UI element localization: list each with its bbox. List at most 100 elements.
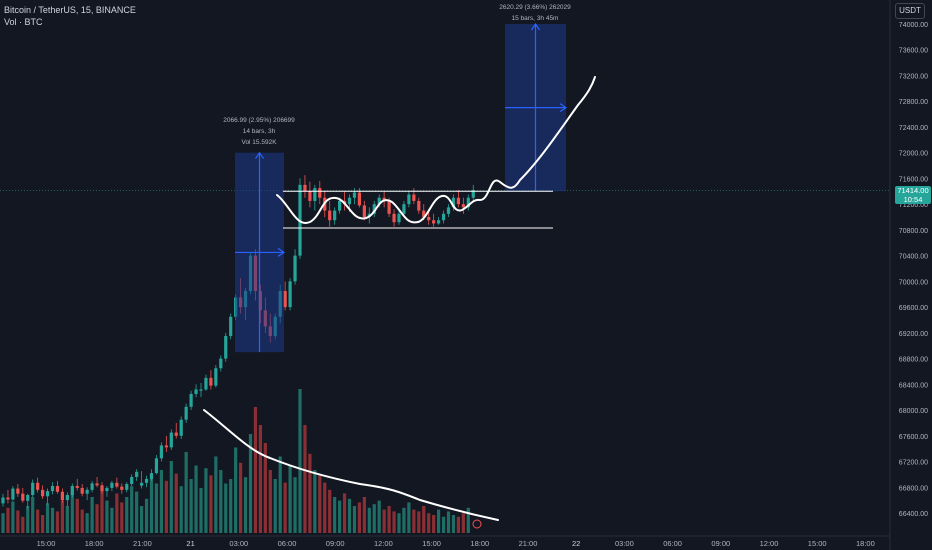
candle-body [159, 445, 163, 459]
candle-body [154, 458, 159, 474]
time-tick-label: 18:00 [856, 539, 875, 548]
time-tick-label: 12:00 [760, 539, 779, 548]
candle-body [115, 482, 119, 487]
candle-body [130, 476, 134, 485]
volume-bar [357, 502, 361, 533]
time-tick-label: 18:00 [470, 539, 489, 548]
volume-bar [263, 443, 267, 533]
volume-bar [70, 492, 74, 533]
volume-bar [328, 489, 332, 533]
volume-bar [422, 506, 426, 533]
volume-bar [288, 465, 292, 533]
volume-bar [130, 486, 134, 533]
candle-body [204, 377, 208, 390]
price-tick-label: 69600.00 [899, 305, 928, 312]
candle-body [387, 200, 391, 214]
volume-bar [461, 513, 465, 533]
volume-bar [75, 498, 79, 533]
volume-bar [387, 506, 391, 533]
candle-body [26, 494, 30, 501]
volume-bar [342, 493, 347, 533]
volume-bar [199, 488, 203, 533]
candle-body [174, 432, 178, 436]
candle-body [41, 489, 45, 497]
volume-bar [100, 489, 104, 533]
volume-bar [382, 509, 386, 533]
volume-bar [402, 507, 406, 533]
price-tick-label: 68400.00 [899, 382, 928, 389]
volume-bar [149, 477, 154, 533]
candle-body [466, 197, 470, 208]
price-tick-label: 70400.00 [899, 254, 928, 261]
volume-bar [16, 510, 20, 533]
price-tick-label: 69200.00 [899, 331, 928, 338]
volume-bar [1, 513, 5, 533]
volume-bar [323, 482, 327, 533]
volume-bar [110, 507, 114, 533]
right-measure-label: 15 bars, 3h 45m [512, 15, 559, 22]
price-tick-label: 68800.00 [899, 357, 928, 364]
volume-bar [441, 516, 446, 533]
volume-bar [372, 504, 376, 533]
volume-bar [184, 452, 188, 533]
candle-body [179, 419, 183, 436]
candle-body [199, 389, 203, 391]
volume-bar [407, 502, 411, 533]
candle-body [194, 389, 198, 394]
volume-bar [239, 462, 243, 533]
candle-body [75, 485, 79, 488]
candle-body [293, 255, 297, 282]
currency-button[interactable]: USDT [895, 3, 925, 19]
volume-bar [412, 509, 416, 533]
volume-bar [451, 515, 456, 533]
candle-body [55, 485, 60, 492]
candle-body [357, 192, 361, 206]
volume-label[interactable]: Vol · BTC [4, 17, 43, 27]
left-measure-label: 14 bars, 3h [243, 128, 276, 135]
volume-bar [164, 480, 168, 533]
candle-body [288, 281, 292, 308]
candle-body [377, 197, 381, 205]
time-tick-label: 15:00 [422, 539, 441, 548]
candle-body [110, 482, 114, 488]
volume-bar [115, 493, 119, 533]
left-measure-box-arrow-head-up [255, 151, 264, 160]
volume-bar [179, 486, 183, 533]
volume-bar [308, 453, 312, 533]
candle-body [50, 485, 55, 492]
volume-bar [347, 498, 352, 533]
time-tick-label: 15:00 [808, 539, 827, 548]
volume-bar [135, 491, 139, 533]
candle-body [90, 483, 94, 490]
volume-bar [248, 434, 253, 533]
volume-bar [362, 497, 366, 533]
volume-bar [41, 515, 45, 533]
candle-body [446, 207, 451, 214]
symbol-label[interactable]: Bitcoin / TetherUS, 15, BINANCE [4, 5, 136, 15]
alert-icon [472, 519, 482, 529]
price-tick-label: 72800.00 [899, 99, 928, 106]
price-tick-label: 71600.00 [899, 176, 928, 183]
volume-bar [219, 470, 223, 533]
volume-bar [36, 509, 40, 533]
volume-bar [21, 516, 25, 533]
candle-body [352, 192, 357, 198]
time-tick-label: 21 [186, 539, 194, 548]
candle-body [6, 497, 10, 500]
volume-bar [298, 389, 302, 533]
candle-body [229, 316, 233, 337]
time-tick-label: 03:00 [229, 539, 248, 548]
candle-body [308, 191, 312, 201]
candle-body [422, 210, 426, 218]
volume-bar [268, 470, 272, 533]
candle-body [224, 336, 228, 359]
candle-body [219, 358, 223, 369]
candle-body [372, 204, 376, 214]
volume-bar [273, 479, 277, 533]
left-measure-label: Vol 15.592K [241, 139, 277, 146]
right-measure-box-arrow-head-right [559, 103, 568, 113]
price-tick-label: 72000.00 [899, 151, 928, 158]
volume-bar [140, 506, 144, 533]
